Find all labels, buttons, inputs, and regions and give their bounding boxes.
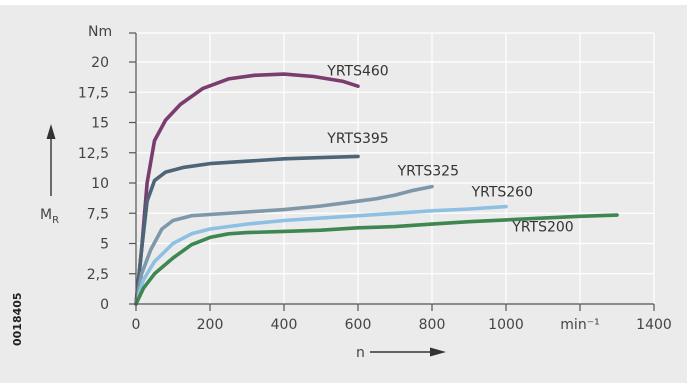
y-unit-label: Nm bbox=[88, 24, 112, 40]
series-label-yrts200: YRTS200 bbox=[511, 219, 573, 235]
y-axis-label: MR bbox=[40, 207, 59, 226]
y-tick-label: 12,5 bbox=[78, 146, 109, 162]
y-tick-label: 2,5 bbox=[87, 267, 109, 283]
y-tick-label: 0 bbox=[100, 297, 109, 313]
series-label-yrts325: YRTS325 bbox=[397, 164, 459, 180]
y-axis-label-sub: R bbox=[52, 215, 59, 226]
series-line-yrts395 bbox=[134, 154, 360, 306]
series-line-yrts200 bbox=[134, 213, 619, 306]
y-tick-label: 10 bbox=[91, 176, 109, 192]
series-label-yrts260: YRTS260 bbox=[471, 184, 533, 200]
figure-id: 0018405 bbox=[11, 292, 24, 346]
series-line-yrts460 bbox=[134, 72, 360, 306]
x-tick-label: 600 bbox=[345, 317, 372, 333]
x-unit-label: min⁻¹ bbox=[560, 317, 599, 333]
y-axis-arrow-head bbox=[46, 124, 56, 139]
x-tick-label: 200 bbox=[197, 317, 224, 333]
x-tick-label: 1000 bbox=[488, 317, 524, 333]
series-label-yrts395: YRTS395 bbox=[326, 131, 388, 147]
x-axis-arrow-head bbox=[430, 347, 446, 357]
chart-panel bbox=[0, 5, 687, 383]
series-labels: YRTS460 YRTS395 YRTS325 YRTS260 YRTS200 bbox=[326, 63, 573, 235]
y-axis-label-main: M bbox=[40, 207, 52, 223]
series-label-yrts460: YRTS460 bbox=[326, 63, 388, 79]
series-line-yrts325 bbox=[134, 184, 434, 306]
series-line-yrts260 bbox=[134, 204, 508, 306]
x-tick-label: 400 bbox=[271, 317, 298, 333]
y-tick-label: 17,5 bbox=[78, 85, 109, 101]
x-axis-title: n bbox=[356, 345, 446, 361]
y-axis-title: MR bbox=[40, 124, 59, 226]
x-tick-label: 0 bbox=[132, 317, 141, 333]
x-tick-label: 800 bbox=[419, 317, 446, 333]
y-tick-label: 5 bbox=[100, 237, 109, 253]
y-tick-label: 15 bbox=[91, 116, 109, 132]
x-axis-label: n bbox=[356, 345, 365, 361]
series-lines bbox=[134, 72, 619, 306]
y-tick-label: 7,5 bbox=[87, 206, 109, 222]
x-tick-label: 1400 bbox=[636, 317, 672, 333]
y-tick-label: 20 bbox=[91, 55, 109, 71]
